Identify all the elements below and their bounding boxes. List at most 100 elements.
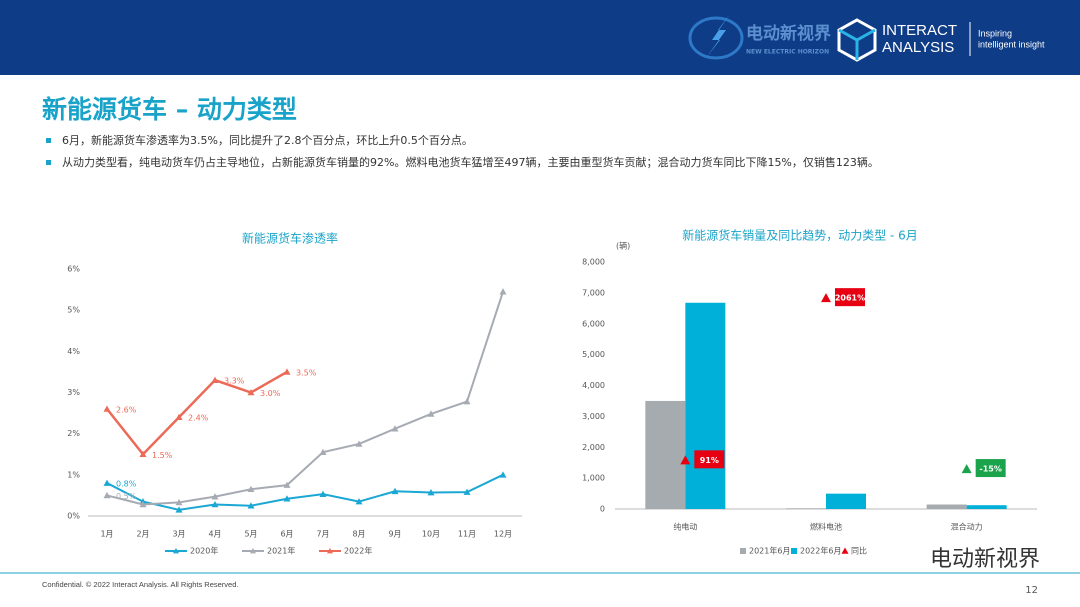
- brand-line: INTERACT: [882, 22, 957, 39]
- y-tick-label: 4%: [67, 347, 80, 356]
- chart-title: 新能源货车渗透率: [242, 231, 338, 246]
- y-tick-label: 8,000: [582, 258, 605, 267]
- change-marker: [821, 293, 831, 303]
- y-tick-label: 5%: [67, 306, 80, 315]
- watermark: 电动新视界: [930, 547, 1040, 572]
- data-label: 2.6%: [116, 405, 137, 414]
- point-marker: [355, 440, 363, 447]
- legend-marker: [250, 548, 256, 554]
- x-tick-label: 12月: [494, 530, 512, 539]
- point-marker: [211, 500, 219, 508]
- point-marker: [175, 413, 183, 420]
- x-tick-label: 11月: [458, 530, 476, 539]
- data-label: -15%: [979, 465, 1001, 474]
- logo-ia: INTERACT ANALYSIS Inspiring intelligent …: [837, 18, 1045, 62]
- x-tick-label: 9月: [388, 530, 401, 539]
- x-tick-label: 10月: [422, 530, 440, 539]
- header-band: [0, 0, 1080, 75]
- point-marker: [463, 398, 471, 405]
- data-label: 2.4%: [188, 414, 209, 423]
- y-tick-label: 2,000: [582, 443, 605, 452]
- x-tick-label: 6月: [280, 530, 293, 539]
- y-tick-label: 0: [600, 505, 605, 514]
- y-tick-label: 5,000: [582, 350, 605, 359]
- x-tick-label: 3月: [172, 530, 185, 539]
- point-marker: [319, 490, 327, 497]
- point-marker: [247, 485, 255, 493]
- tagline: Inspiring: [978, 28, 1012, 38]
- data-label: 1.5%: [152, 451, 173, 460]
- legend-label: 同比: [851, 546, 867, 556]
- logo-cube-inner: [838, 28, 876, 60]
- brand-line: ANALYSIS: [882, 39, 954, 56]
- change-marker: [961, 464, 972, 474]
- bar: [645, 400, 686, 509]
- point-marker: [247, 389, 255, 396]
- point-marker: [463, 488, 471, 495]
- bullet-text: 6月，新能源货车渗透率为3.5%，同比提升了2.8个百分点，环比上升0.5个百分…: [62, 133, 473, 147]
- point-marker: [247, 502, 255, 509]
- y-tick-label: 4,000: [582, 381, 605, 390]
- bar: [966, 505, 1007, 509]
- logo-cn: 电动新视界: [746, 23, 831, 44]
- data-label: 0.8%: [116, 480, 137, 489]
- copyright: Confidential. © 2022 Interact Analysis. …: [42, 580, 238, 589]
- logo-swirl: [688, 16, 744, 60]
- legend-marker: [327, 548, 333, 554]
- data-label: 3.0%: [260, 389, 281, 398]
- y-tick-label: 6,000: [582, 319, 605, 328]
- legend-swatch: [740, 548, 746, 554]
- x-tick-label: 8月: [352, 530, 365, 539]
- bullet-dot: [46, 138, 51, 143]
- point-marker: [319, 448, 327, 455]
- change-marker: [680, 455, 691, 465]
- series-line: [106, 473, 504, 511]
- x-tick-label: 4月: [208, 530, 221, 539]
- y-axis-label: (辆): [616, 241, 630, 251]
- point-marker: [139, 450, 147, 458]
- slide-title: 新能源货车 – 动力类型: [42, 95, 297, 124]
- legend-label: 2022年6月: [800, 546, 841, 556]
- tagline: intelligent insight: [978, 39, 1045, 49]
- point-marker: [427, 489, 435, 496]
- legend-label: 2021年: [267, 546, 295, 556]
- point-marker: [175, 506, 183, 513]
- point-marker: [211, 376, 219, 383]
- legend-label: 2020年: [190, 546, 218, 556]
- legend-label: 2021年6月: [749, 546, 790, 556]
- point-marker: [211, 493, 219, 500]
- point-marker: [103, 479, 111, 486]
- x-tick-label: 燃料电池: [810, 522, 842, 532]
- point-marker: [175, 498, 183, 506]
- x-tick-label: 1月: [100, 530, 113, 539]
- bar: [926, 504, 967, 509]
- y-tick-label: 1%: [67, 470, 80, 479]
- series-line: [106, 291, 504, 506]
- point-marker: [283, 368, 291, 375]
- point-marker: [283, 495, 291, 502]
- point-marker: [103, 405, 111, 412]
- chart-title: 新能源货车销量及同比趋势，动力类型 - 6月: [682, 228, 918, 243]
- bullet-text: 从动力类型看，纯电动货车仍占主导地位，占新能源货车销量的92%。燃料电池货车猛增…: [62, 155, 879, 169]
- point-marker: [391, 425, 399, 432]
- data-label: 3.5%: [296, 368, 317, 377]
- y-tick-label: 1,000: [582, 474, 605, 483]
- data-label: 3.3%: [224, 377, 245, 386]
- x-tick-label: 混合动力: [951, 522, 983, 532]
- change-label-box: [975, 459, 1006, 478]
- bar: [826, 493, 866, 509]
- point-marker: [499, 288, 507, 295]
- point-marker: [427, 410, 435, 417]
- legend-swatch: [791, 548, 797, 554]
- point-marker: [139, 500, 147, 508]
- page-number: 12: [1025, 585, 1038, 596]
- change-label-box: [835, 288, 865, 307]
- y-tick-label: 0%: [67, 512, 80, 521]
- y-tick-label: 7,000: [582, 288, 605, 297]
- bar: [786, 508, 826, 509]
- y-tick-label: 6%: [67, 265, 80, 274]
- data-label: 0.5%: [116, 492, 137, 501]
- y-tick-label: 2%: [67, 429, 80, 438]
- legend-label: 2022年: [344, 546, 372, 556]
